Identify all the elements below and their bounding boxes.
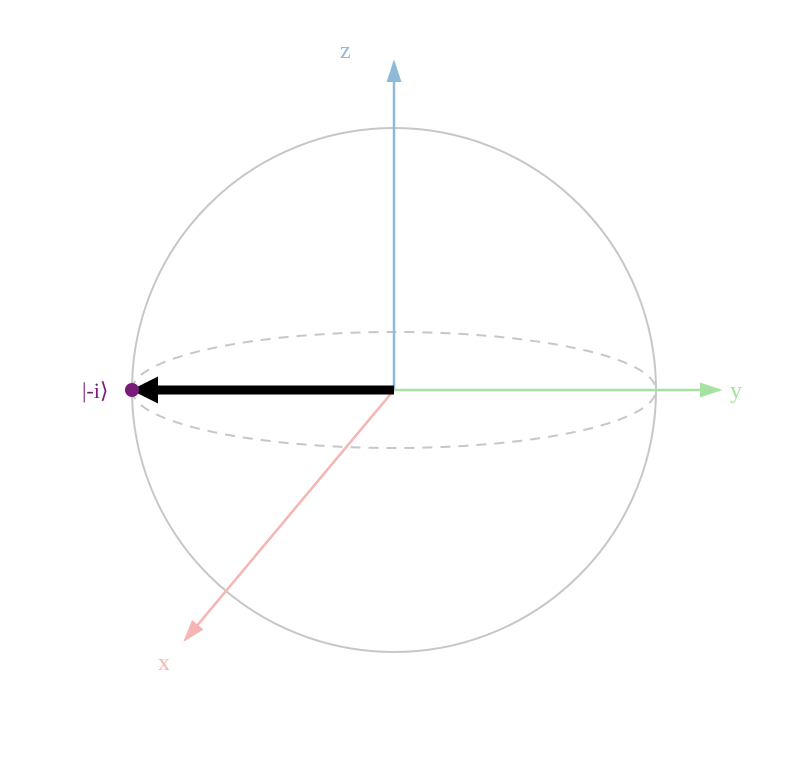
bloch-sphere-diagram: z y x |-i⟩ xyxy=(0,0,788,766)
x-axis xyxy=(185,390,394,640)
x-axis-label: x xyxy=(158,650,170,676)
state-point xyxy=(125,383,139,397)
equator-front xyxy=(132,390,656,448)
state-label: |-i⟩ xyxy=(82,378,108,403)
z-axis-label: z xyxy=(340,38,351,64)
y-axis-label: y xyxy=(730,378,742,404)
